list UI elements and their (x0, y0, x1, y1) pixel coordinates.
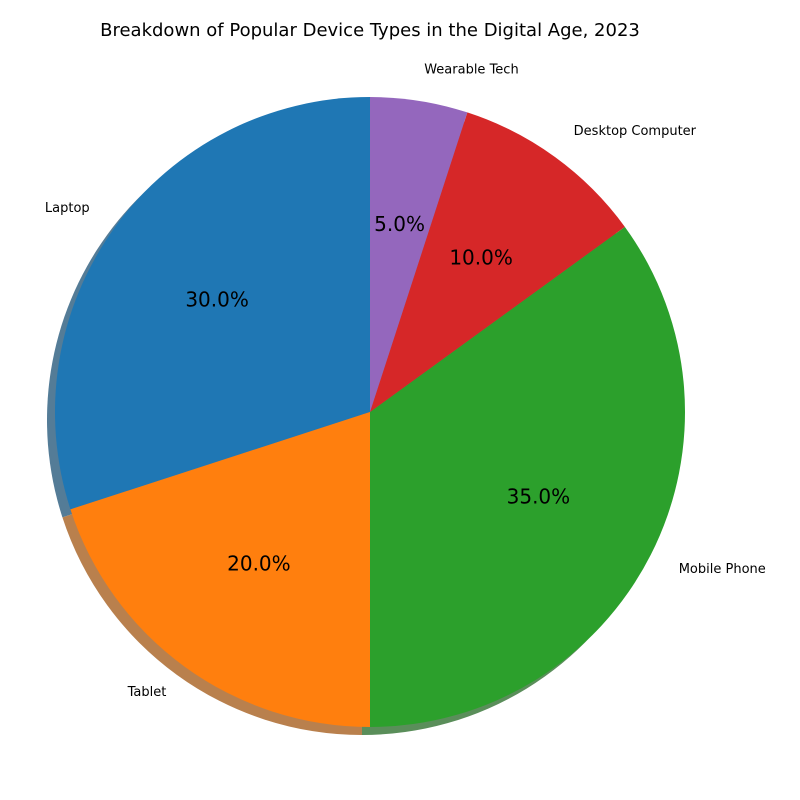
pie-slice-desktop-computer (370, 112, 625, 412)
pie-labels-group: Laptop 30.0% Tablet 20.0% Mobile Phone 35.0% D… (45, 62, 766, 700)
pct-label-laptop: 30.0% (185, 287, 249, 311)
slice-label-mobile-phone: Mobile Phone (679, 562, 766, 577)
slice-label-wearable-tech: Wearable Tech (424, 62, 518, 77)
pct-label-tablet: 20.0% (227, 551, 291, 575)
slice-label-laptop: Laptop (45, 201, 90, 216)
pie-slice-wearable-tech (370, 97, 468, 412)
pct-label-mobile-phone: 35.0% (507, 484, 571, 508)
slice-label-desktop-computer: Desktop Computer (574, 124, 697, 139)
pie-slice-tablet (70, 412, 370, 727)
pie-slice-laptop (54, 97, 370, 510)
pct-label-wearable-tech: 5.0% (374, 212, 425, 236)
slice-label-tablet: Tablet (127, 685, 167, 700)
pie-slice-mobile-phone (370, 226, 685, 727)
pct-label-desktop-computer: 10.0% (449, 246, 513, 270)
pie-slices-group (54, 97, 685, 727)
chart-title: Breakdown of Popular Device Types in the… (100, 20, 640, 41)
